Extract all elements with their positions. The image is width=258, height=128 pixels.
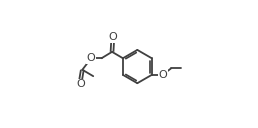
Text: O: O	[76, 79, 85, 89]
Text: O: O	[158, 70, 167, 80]
Text: O: O	[86, 53, 95, 63]
Text: O: O	[108, 32, 117, 42]
